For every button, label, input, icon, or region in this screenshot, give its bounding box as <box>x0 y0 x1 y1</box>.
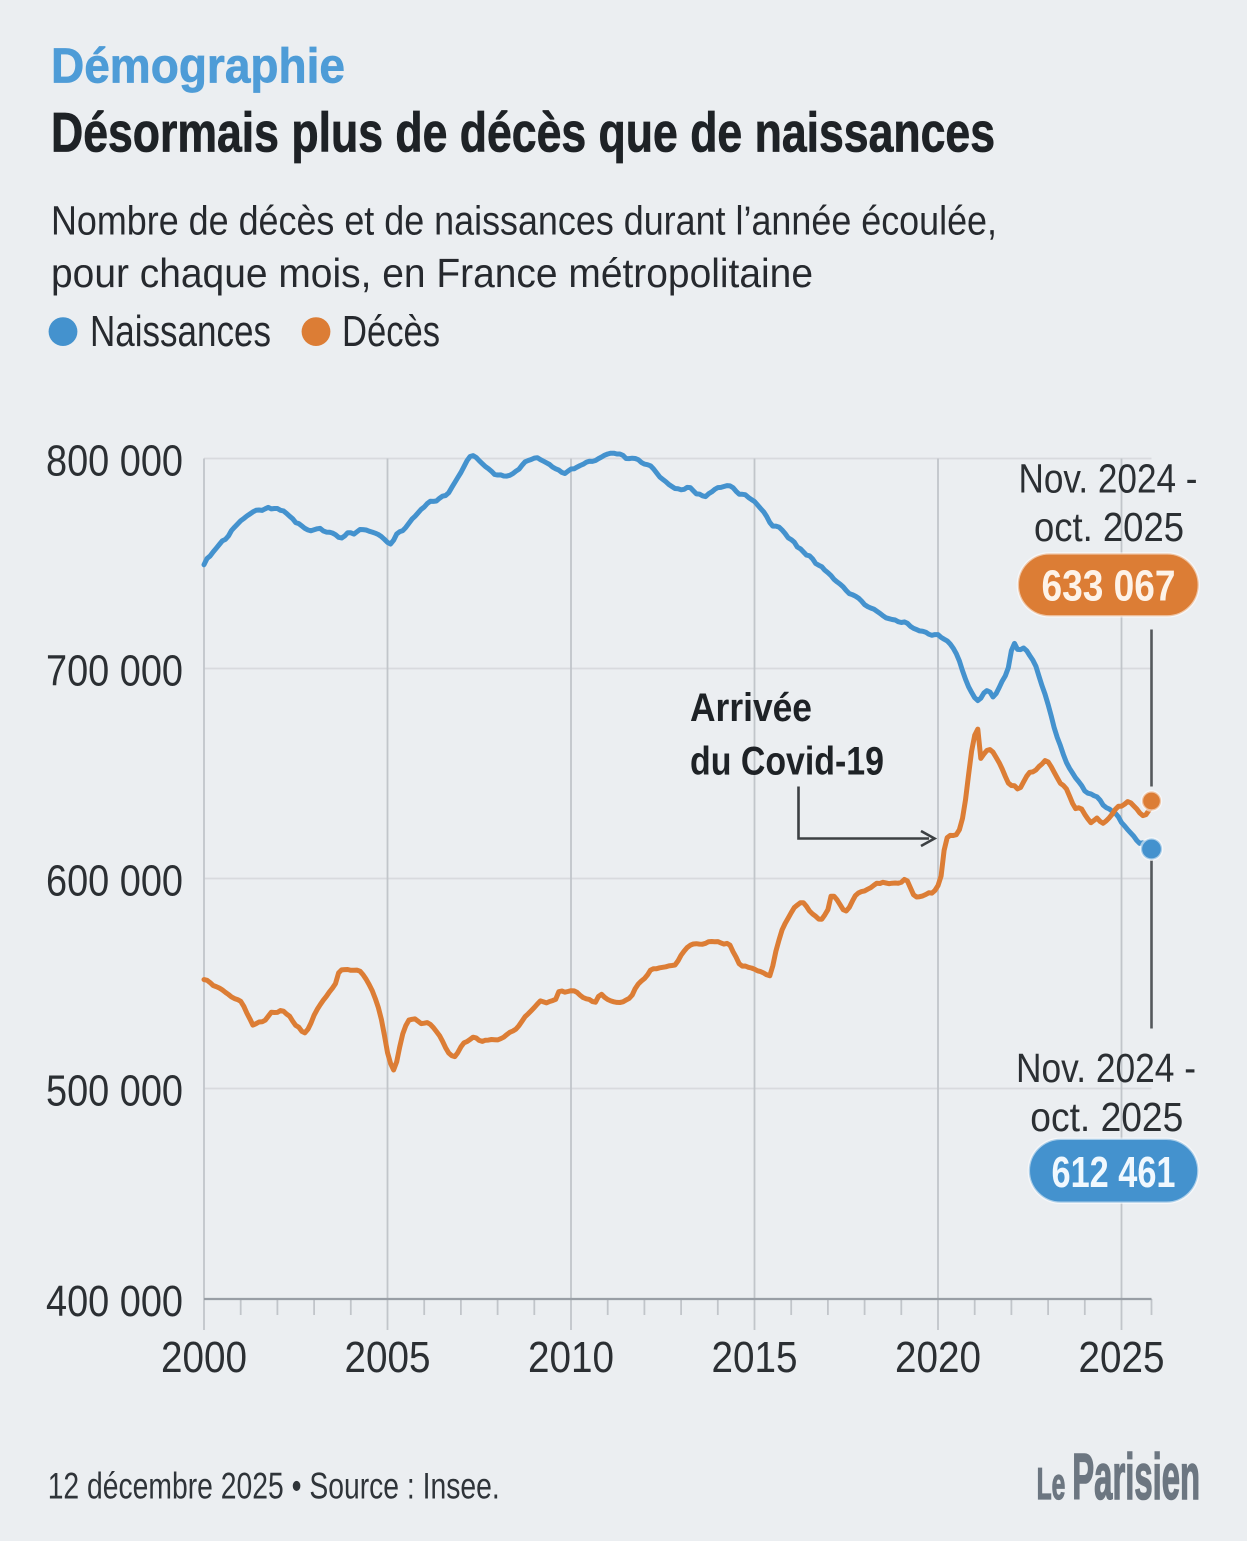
svg-text:Arrivée: Arrivée <box>690 686 812 730</box>
svg-text:Naissances: Naissances <box>90 307 271 356</box>
svg-text:2025: 2025 <box>1079 1333 1165 1382</box>
svg-text:700 000: 700 000 <box>46 647 183 696</box>
svg-text:oct. 2025: oct. 2025 <box>1034 504 1184 550</box>
svg-text:Démographie: Démographie <box>51 39 345 93</box>
svg-text:12 décembre 2025 • Source : In: 12 décembre 2025 • Source : Insee. <box>48 1466 500 1507</box>
svg-text:800 000: 800 000 <box>46 437 183 486</box>
svg-text:pour chaque mois, en France mé: pour chaque mois, en France métropolitai… <box>51 250 813 296</box>
svg-text:2005: 2005 <box>345 1333 431 1382</box>
svg-text:600 000: 600 000 <box>46 857 183 906</box>
svg-text:Nov. 2024 -: Nov. 2024 - <box>1019 456 1198 502</box>
svg-text:du Covid-19: du Covid-19 <box>690 740 884 784</box>
svg-text:Décès: Décès <box>342 307 440 356</box>
svg-text:400 000: 400 000 <box>46 1277 183 1326</box>
svg-text:oct. 2025: oct. 2025 <box>1030 1094 1183 1140</box>
svg-text:Nov. 2024 -: Nov. 2024 - <box>1016 1045 1196 1091</box>
svg-text:2010: 2010 <box>528 1333 614 1382</box>
svg-text:612 461: 612 461 <box>1052 1148 1176 1197</box>
svg-text:2015: 2015 <box>712 1333 798 1382</box>
svg-text:633 067: 633 067 <box>1042 562 1176 611</box>
svg-text:Le: Le <box>1037 1460 1066 1509</box>
svg-text:Parisien: Parisien <box>1072 1440 1200 1513</box>
svg-text:Désormais plus de décès que de: Désormais plus de décès que de naissance… <box>51 101 995 164</box>
svg-text:2000: 2000 <box>161 1333 247 1382</box>
svg-text:Nombre de décès et de naissanc: Nombre de décès et de naissances durant … <box>51 198 997 244</box>
svg-text:500 000: 500 000 <box>46 1067 183 1116</box>
svg-text:2020: 2020 <box>895 1333 981 1382</box>
